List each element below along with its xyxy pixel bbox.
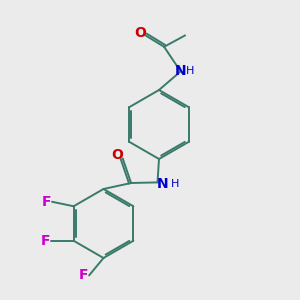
- Text: H: H: [186, 66, 194, 76]
- Text: H: H: [171, 179, 179, 189]
- Text: F: F: [42, 195, 51, 209]
- Text: F: F: [41, 234, 50, 248]
- Text: F: F: [79, 268, 88, 282]
- Text: N: N: [175, 64, 186, 78]
- Text: N: N: [157, 177, 169, 191]
- Text: O: O: [134, 26, 146, 40]
- Text: O: O: [111, 148, 123, 162]
